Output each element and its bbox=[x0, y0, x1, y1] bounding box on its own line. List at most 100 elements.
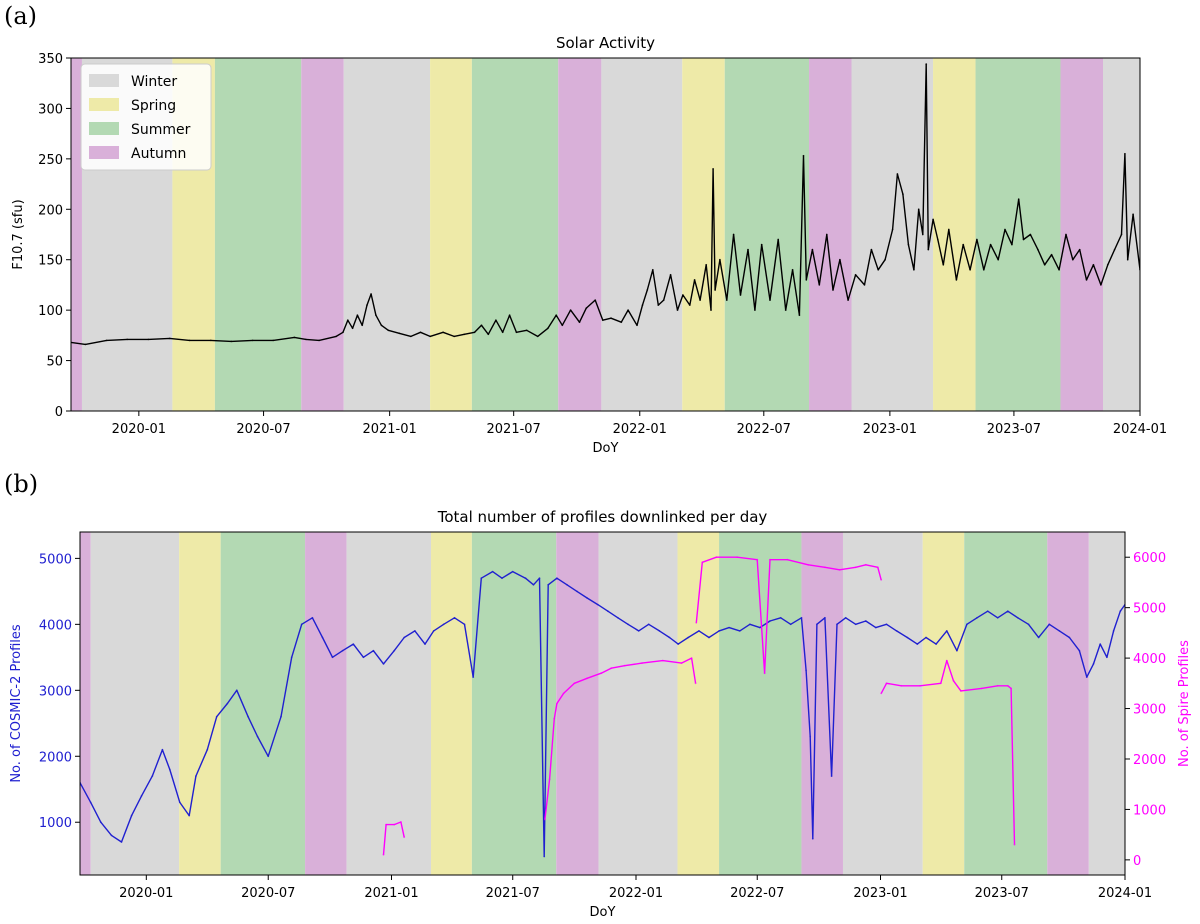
data-point-0-0-99 bbox=[921, 233, 924, 236]
data-point-0-0-18 bbox=[356, 314, 359, 317]
data-point-0-0-99 bbox=[1027, 623, 1030, 626]
x-axis-label: DoY bbox=[593, 441, 619, 456]
y-right-tick-label: 1000 bbox=[1133, 803, 1166, 818]
data-point-1-2-6 bbox=[769, 558, 771, 561]
data-point-1-1-0 bbox=[544, 818, 546, 821]
data-point-1-3-10 bbox=[1006, 684, 1009, 687]
data-point-0-0-48 bbox=[547, 583, 550, 586]
data-point-0-0-45 bbox=[578, 321, 581, 324]
data-point-1-1-12 bbox=[680, 662, 683, 664]
y-tick-label: 5000 bbox=[39, 552, 72, 567]
data-point-0-0-79 bbox=[830, 775, 833, 777]
data-point-0-0-16 bbox=[346, 319, 349, 322]
data-point-0-0-82 bbox=[854, 623, 857, 626]
data-point-0-0-51 bbox=[627, 309, 629, 311]
x-tick-label: 2022-07 bbox=[730, 886, 784, 901]
data-point-1-0-2 bbox=[393, 823, 396, 826]
season-band-spring bbox=[933, 58, 976, 411]
data-point-0-0-5 bbox=[130, 814, 133, 817]
legend-label-spring: Spring bbox=[131, 98, 176, 114]
data-point-0-0-5 bbox=[168, 337, 171, 340]
data-point-0-0-105 bbox=[1085, 676, 1088, 678]
data-point-0-0-17 bbox=[351, 327, 354, 330]
x-tick-label: 2022-01 bbox=[609, 886, 663, 901]
season-band-spring bbox=[682, 58, 725, 411]
data-point-0-0-116 bbox=[1022, 238, 1025, 241]
data-point-0-0-46 bbox=[538, 577, 541, 580]
data-point-0-0-74 bbox=[805, 669, 807, 672]
season-bands bbox=[71, 58, 1140, 411]
data-point-0-0-38 bbox=[515, 331, 518, 334]
data-point-0-0-93 bbox=[966, 623, 968, 626]
data-point-0-0-95 bbox=[902, 193, 904, 196]
data-point-0-0-7 bbox=[151, 775, 154, 777]
data-point-0-0-90 bbox=[935, 643, 937, 645]
y-tick-label: 300 bbox=[38, 102, 63, 117]
data-point-0-0-113 bbox=[1004, 228, 1006, 231]
data-point-0-0-28 bbox=[429, 335, 431, 338]
data-point-0-0-41 bbox=[491, 570, 494, 573]
data-point-0-0-61 bbox=[677, 643, 680, 645]
data-point-0-0-59 bbox=[658, 630, 661, 632]
data-point-0-0-13 bbox=[318, 339, 320, 342]
panel-a: 2020-01 2020-07 2021-01 2021-07 2022-01 2022-… bbox=[11, 34, 1167, 456]
data-point-0-0-58 bbox=[647, 623, 650, 626]
data-point-0-0-44 bbox=[569, 309, 572, 311]
season-band-spring bbox=[677, 532, 720, 875]
data-point-0-0-43 bbox=[561, 324, 564, 327]
data-point-1-1-1 bbox=[548, 778, 551, 781]
data-point-0-0-44 bbox=[524, 577, 527, 580]
legend-swatch-autumn bbox=[89, 146, 119, 159]
data-point-0-0-56 bbox=[627, 623, 629, 626]
data-point-1-2-13 bbox=[876, 566, 879, 569]
data-point-1-2-8 bbox=[807, 563, 810, 566]
data-point-1-2-5 bbox=[763, 672, 766, 675]
season-band-autumn bbox=[558, 58, 602, 411]
data-point-0-0-63 bbox=[698, 630, 700, 632]
data-point-1-2-12 bbox=[864, 563, 867, 566]
season-band-summer bbox=[214, 58, 302, 411]
data-point-0-0-79 bbox=[798, 314, 801, 317]
data-point-0-0-92 bbox=[956, 649, 958, 652]
data-point-0-0-73 bbox=[754, 309, 756, 311]
data-point-0-0-120 bbox=[1050, 253, 1053, 256]
data-point-0-0-97 bbox=[1006, 610, 1009, 613]
data-point-1-0-4 bbox=[403, 836, 406, 839]
data-point-0-0-71 bbox=[739, 294, 742, 296]
data-point-0-0-3 bbox=[126, 338, 129, 341]
plot-frame bbox=[79, 531, 1126, 876]
data-point-0-0-33 bbox=[480, 324, 483, 327]
data-point-0-0-64 bbox=[708, 636, 710, 639]
data-point-0-0-7 bbox=[209, 339, 212, 342]
data-point-1-2-2 bbox=[715, 556, 718, 559]
data-point-1-3-12 bbox=[1013, 843, 1016, 846]
y-tick-label: 150 bbox=[38, 254, 63, 269]
data-point-0-0-50 bbox=[566, 583, 568, 586]
data-point-0-0-34 bbox=[424, 643, 426, 645]
data-point-0-0-41 bbox=[547, 327, 549, 330]
data-point-0-0-3 bbox=[110, 834, 113, 837]
data-point-0-0-112 bbox=[997, 258, 1000, 261]
season-band-winter bbox=[346, 532, 432, 875]
data-point-0-0-84 bbox=[825, 233, 828, 236]
season-band-autumn bbox=[80, 532, 91, 875]
data-point-0-0-103 bbox=[936, 238, 939, 241]
data-point-0-0-19 bbox=[361, 324, 364, 327]
data-point-0-0-104 bbox=[1078, 649, 1081, 652]
data-point-1-3-2 bbox=[900, 684, 903, 687]
data-point-0-0-109 bbox=[1112, 630, 1115, 632]
data-point-0-0-35 bbox=[495, 319, 497, 322]
data-point-0-0-19 bbox=[267, 755, 270, 758]
data-point-0-0-53 bbox=[641, 304, 644, 306]
data-point-0-0-108 bbox=[969, 268, 971, 271]
data-point-0-0-4 bbox=[147, 338, 150, 341]
season-band-spring bbox=[431, 532, 472, 875]
data-point-0-0-49 bbox=[556, 577, 558, 580]
series-line-left-0 bbox=[80, 570, 1125, 858]
x-tick-label: 2024-01 bbox=[1098, 886, 1152, 901]
season-band-autumn bbox=[1047, 532, 1089, 875]
data-point-0-0-107 bbox=[1099, 643, 1102, 645]
data-point-0-0-8 bbox=[161, 748, 164, 751]
data-point-0-0-32 bbox=[403, 636, 406, 639]
data-point-0-0-60 bbox=[682, 294, 684, 296]
